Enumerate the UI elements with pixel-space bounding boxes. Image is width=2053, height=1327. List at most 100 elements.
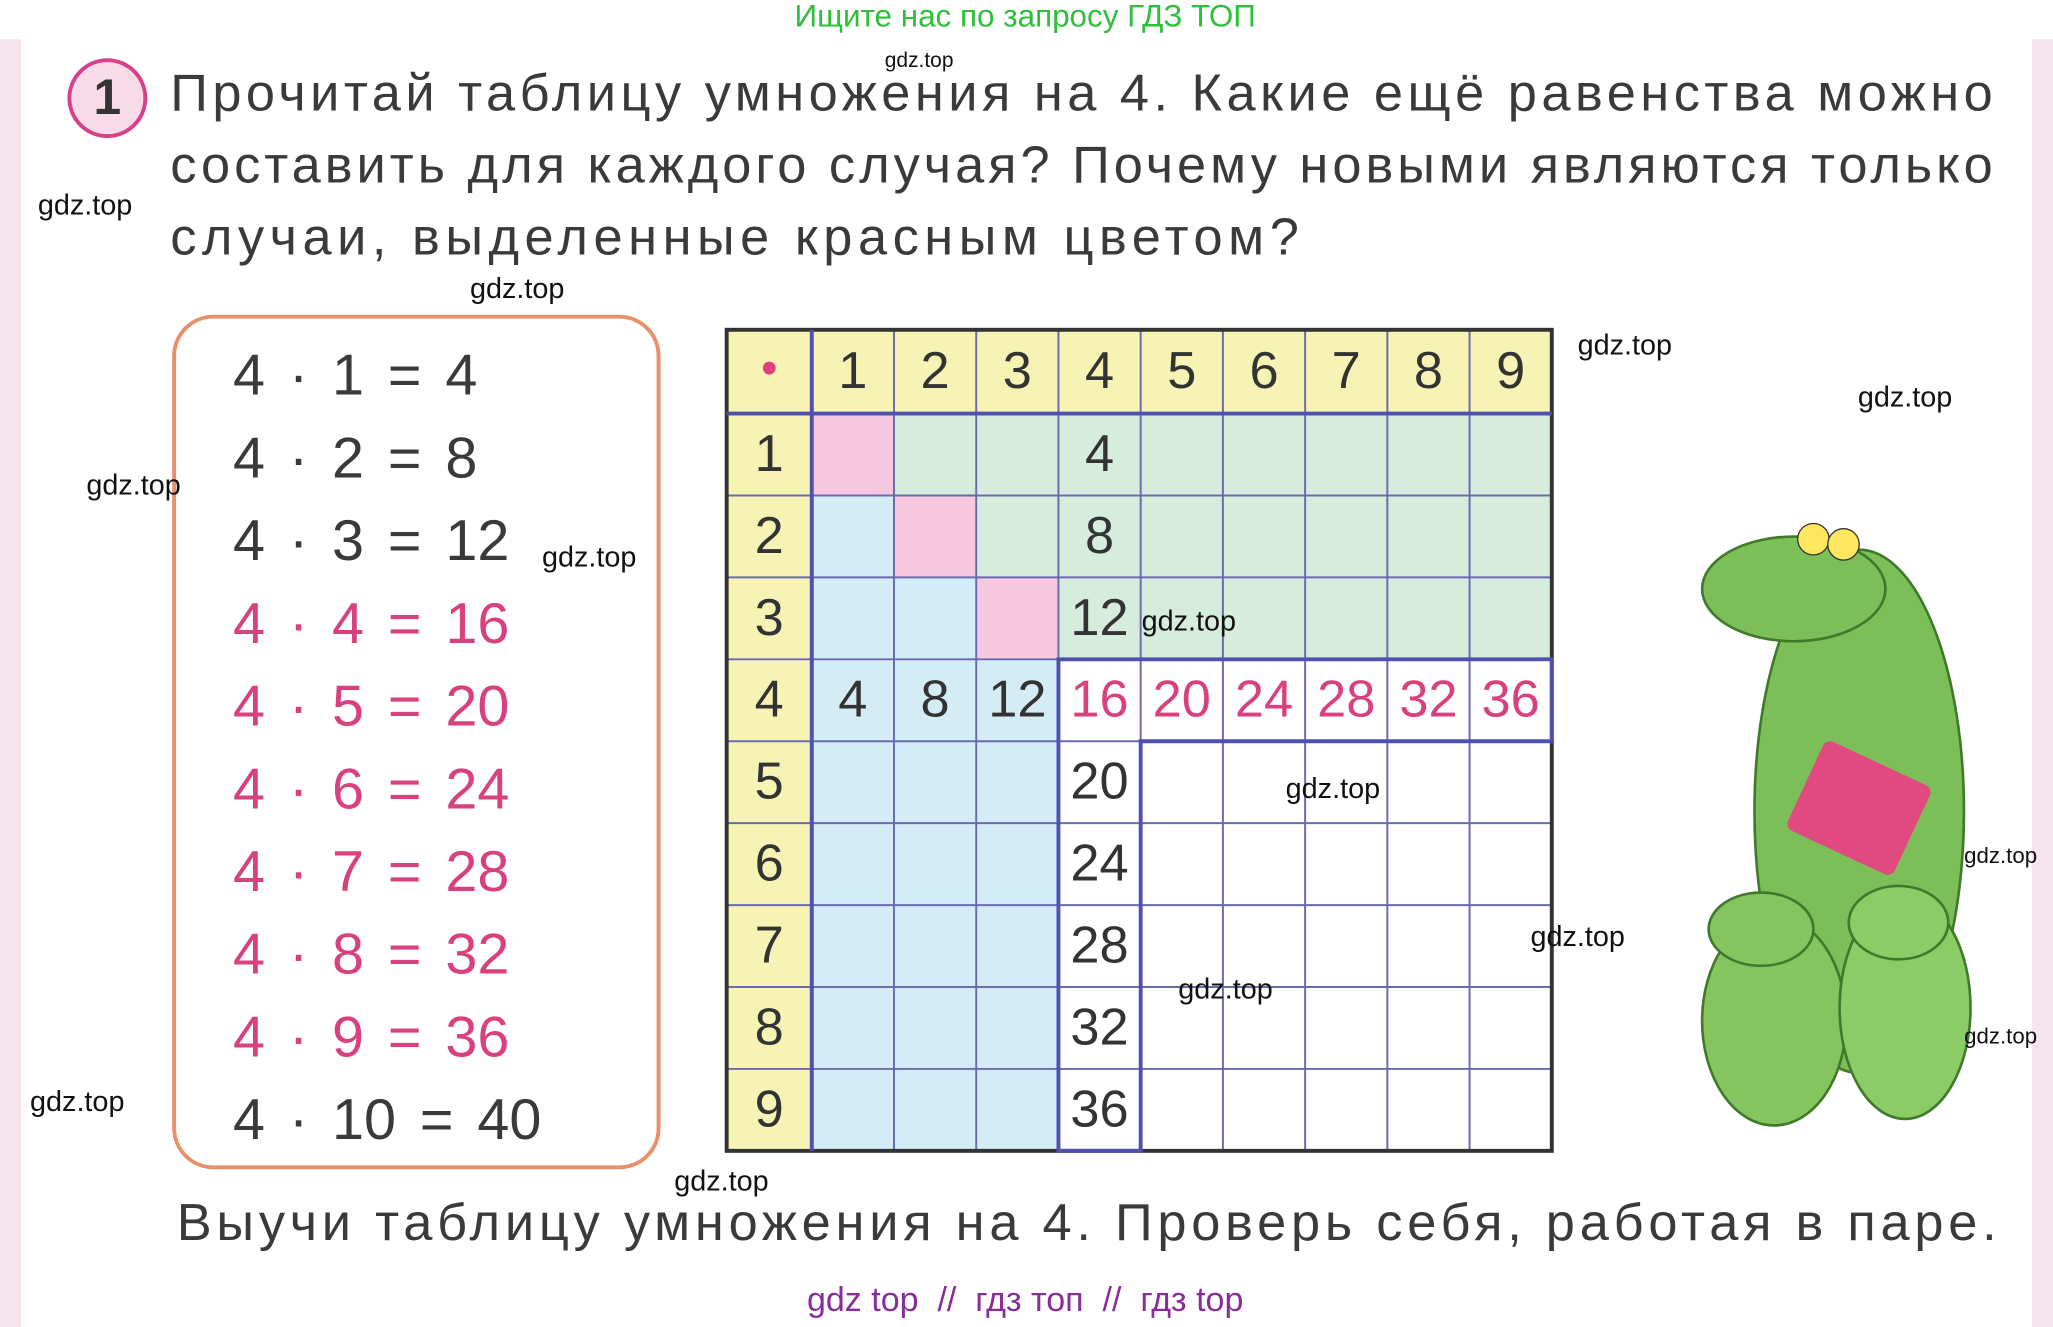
column-header: 1: [838, 342, 867, 400]
watermark: gdz.top: [1142, 606, 1236, 638]
row-header: 4: [755, 671, 784, 729]
cell-bg: [1222, 987, 1306, 1069]
cell-bg: [1305, 413, 1388, 496]
watermark: gdz.top: [38, 189, 132, 221]
watermark: gdz.top: [1530, 921, 1624, 953]
cell-value: 36: [1070, 1080, 1128, 1138]
cell-bg: [1140, 495, 1223, 578]
watermark: gdz.top: [885, 49, 954, 72]
cell-bg: [1469, 987, 1552, 1069]
cell-bg: [1222, 823, 1306, 906]
cell-bg: [1222, 741, 1306, 824]
watermark: gdz.top: [1578, 329, 1672, 361]
cell-bg: [1058, 577, 1141, 660]
cell-bg: [1222, 659, 1306, 742]
page-edge: [0, 39, 21, 1327]
row-header: 6: [755, 835, 784, 893]
cell-value: 28: [1070, 916, 1128, 974]
cell-bg: [1058, 659, 1141, 742]
cell-bg: [976, 823, 1059, 906]
cell-bg: [811, 741, 894, 824]
equation: 4 · 9 = 36: [233, 1005, 509, 1069]
cell-value: 8: [921, 671, 950, 729]
cell-bg: [976, 987, 1059, 1069]
cell-bg: [1387, 905, 1470, 988]
cell-bg: [811, 823, 894, 906]
column-header: 8: [1414, 342, 1443, 400]
row-header: 3: [755, 589, 784, 647]
cell-bg: [811, 577, 894, 660]
footer: gdz top // гдз топ // гдз top: [807, 1281, 1243, 1319]
cell-bg: [1469, 905, 1552, 988]
watermark: gdz.top: [1964, 1024, 2037, 1049]
cell-bg: [1058, 905, 1141, 988]
cell-bg: [811, 1068, 894, 1151]
cell-bg: [1140, 905, 1223, 988]
header-row-bg: [726, 329, 1552, 414]
equation: 4 · 7 = 28: [233, 840, 509, 904]
watermark: gdz.top: [1286, 773, 1380, 805]
cell-value: 28: [1317, 671, 1375, 729]
cell-bg: [1058, 413, 1141, 496]
cell-bg: [1469, 577, 1552, 660]
column-header: 3: [1003, 342, 1032, 400]
cell-bg: [1140, 659, 1223, 742]
cell-bg: [1140, 823, 1223, 906]
cell-bg: [1469, 413, 1552, 496]
cell-bg: [1058, 495, 1141, 578]
cell-bg: [1305, 987, 1388, 1069]
corner-mark: •: [761, 341, 778, 394]
cell-bg: [811, 495, 894, 578]
cell-bg: [1222, 413, 1306, 496]
cell-bg: [1058, 987, 1141, 1069]
cell-bg: [1140, 987, 1223, 1069]
equation: 4 · 1 = 4: [233, 344, 477, 408]
equation: 4 · 3 = 12: [233, 509, 509, 573]
cell-bg: [1387, 987, 1470, 1069]
cell-bg: [1387, 741, 1470, 824]
cell-value: 4: [1085, 425, 1114, 483]
cell-bg: [893, 1068, 977, 1151]
cell-value: 16: [1070, 671, 1128, 729]
cell-value: 20: [1153, 671, 1211, 729]
watermark: gdz.top: [30, 1086, 124, 1118]
cell-bg: [1469, 1068, 1552, 1151]
watermark: gdz.top: [86, 469, 180, 501]
cell-value: 24: [1070, 835, 1128, 893]
cell-value: 12: [988, 671, 1046, 729]
cell-bg: [1058, 741, 1141, 824]
cell-bg: [893, 577, 977, 660]
equation: 4 · 10 = 40: [233, 1088, 541, 1152]
cell-bg: [976, 741, 1059, 824]
column-header: 5: [1167, 342, 1196, 400]
watermark: gdz.top: [470, 273, 564, 305]
cell-value: 8: [1085, 507, 1114, 565]
cell-bg: [811, 905, 894, 988]
cell-bg: [1140, 1068, 1223, 1151]
equation: 4 · 8 = 32: [233, 923, 509, 987]
column-header: 2: [921, 342, 950, 400]
cell-bg: [1469, 741, 1552, 824]
cell-bg: [811, 413, 894, 496]
cell-value: 20: [1070, 753, 1128, 811]
row-header: 8: [755, 998, 784, 1056]
cell-value: 32: [1399, 671, 1457, 729]
cell-bg: [976, 413, 1059, 496]
cell-bg: [976, 495, 1059, 578]
cell-value: 32: [1070, 998, 1128, 1056]
cell-bg: [1140, 413, 1223, 496]
cell-bg: [1058, 1068, 1141, 1151]
cell-bg: [1305, 905, 1388, 988]
page-edge: [2032, 39, 2053, 1327]
cell-bg: [1305, 741, 1388, 824]
equations-frame: [172, 314, 661, 1170]
highlight-border: [1056, 657, 1554, 1153]
exercise-number: 1: [94, 69, 122, 125]
watermark: gdz.top: [674, 1166, 768, 1198]
row-header: 2: [755, 507, 784, 565]
cell-value: 24: [1235, 671, 1293, 729]
cell-bg: [1222, 905, 1306, 988]
